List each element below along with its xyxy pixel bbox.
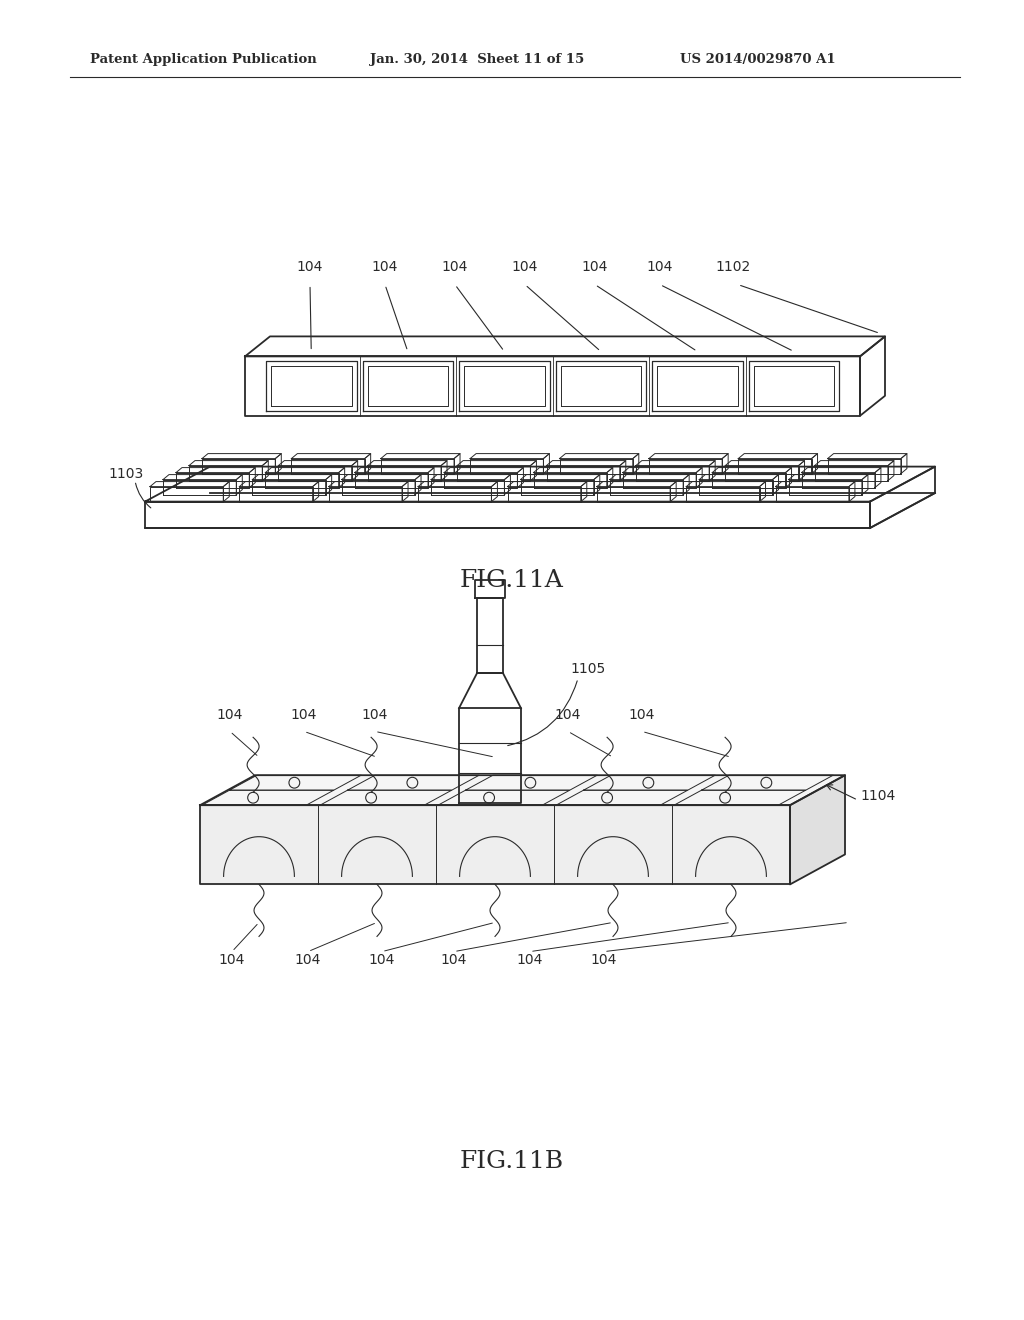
- Text: 104: 104: [291, 709, 317, 722]
- Text: 104: 104: [372, 260, 398, 273]
- Text: 104: 104: [369, 953, 395, 966]
- Text: 104: 104: [591, 953, 617, 966]
- Text: FIG.11A: FIG.11A: [460, 569, 564, 593]
- Text: 104: 104: [219, 953, 245, 966]
- Polygon shape: [790, 775, 845, 884]
- Text: 104: 104: [555, 709, 582, 722]
- Text: 1102: 1102: [715, 260, 751, 273]
- Text: 104: 104: [440, 953, 467, 966]
- Polygon shape: [200, 805, 790, 884]
- Text: 104: 104: [512, 260, 539, 273]
- Text: Patent Application Publication: Patent Application Publication: [90, 53, 316, 66]
- Text: 1104: 1104: [860, 789, 895, 803]
- Text: 104: 104: [629, 709, 655, 722]
- Text: Jan. 30, 2014  Sheet 11 of 15: Jan. 30, 2014 Sheet 11 of 15: [370, 53, 585, 66]
- Text: 1105: 1105: [570, 663, 605, 676]
- Text: 104: 104: [647, 260, 673, 273]
- Text: 104: 104: [361, 709, 388, 722]
- Text: FIG.11B: FIG.11B: [460, 1150, 564, 1173]
- Text: 104: 104: [441, 260, 468, 273]
- Text: 104: 104: [582, 260, 608, 273]
- Text: 104: 104: [295, 953, 322, 966]
- Text: US 2014/0029870 A1: US 2014/0029870 A1: [680, 53, 836, 66]
- Text: 104: 104: [297, 260, 324, 273]
- Polygon shape: [200, 775, 845, 805]
- Text: 104: 104: [517, 953, 543, 966]
- Text: 104: 104: [217, 709, 243, 722]
- Text: 1103: 1103: [108, 467, 143, 480]
